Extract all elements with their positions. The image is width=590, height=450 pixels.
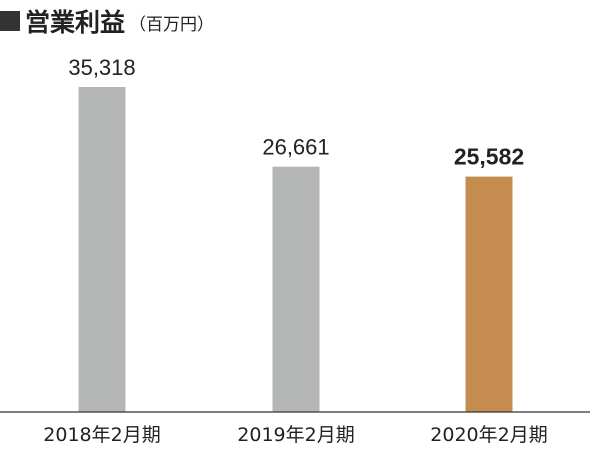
bar-1: [272, 166, 320, 412]
category-label-0: 2018年2月期: [43, 424, 160, 446]
value-label-2: 25,582: [454, 144, 524, 170]
chart-unit: （百万円）: [129, 14, 215, 35]
chart-title: 営業利益: [25, 8, 126, 37]
category-label-2: 2020年2月期: [430, 424, 547, 446]
chart-title-row: 営業利益 （百万円）: [0, 4, 214, 38]
bar-2: [465, 176, 513, 412]
title-square-icon: [0, 11, 20, 31]
bars-group: [78, 87, 513, 412]
category-label-1: 2019年2月期: [237, 424, 354, 446]
category-labels-group: 2018年2月期 2019年2月期 2020年2月期: [43, 424, 547, 446]
value-label-0: 35,318: [68, 55, 135, 80]
value-labels-group: 35,318 26,661 25,582: [68, 55, 524, 170]
bar-0: [78, 87, 126, 412]
value-label-1: 26,661: [262, 135, 329, 160]
